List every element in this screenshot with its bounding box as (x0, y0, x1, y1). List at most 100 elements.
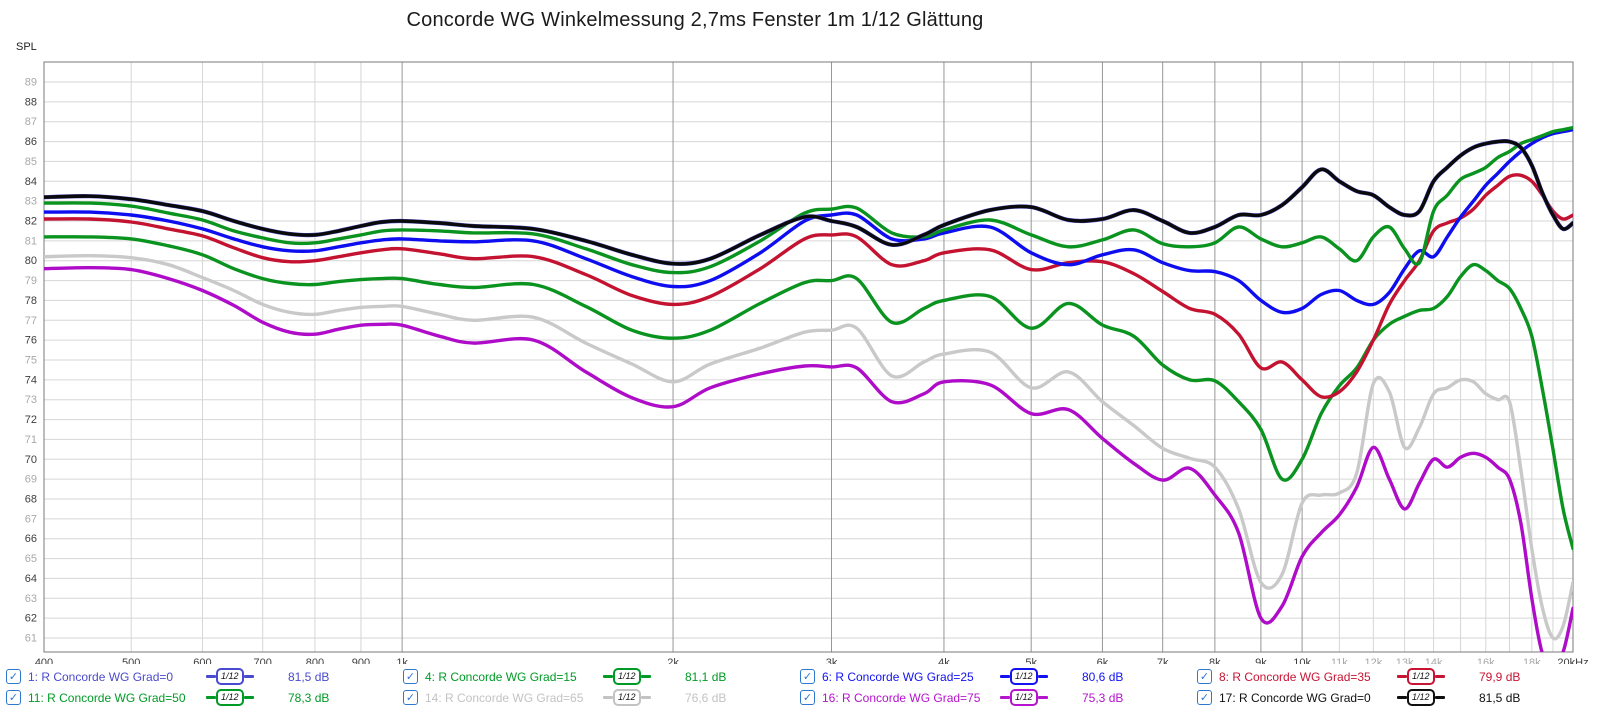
svg-text:87: 87 (25, 116, 37, 128)
svg-text:73: 73 (25, 394, 37, 406)
series-level: 75,3 dB (1082, 690, 1124, 705)
svg-text:10k: 10k (1293, 657, 1311, 664)
svg-text:9k: 9k (1255, 657, 1267, 664)
curve-s1 (44, 138, 1573, 266)
smoothing-value[interactable]: 1/12 (1010, 689, 1038, 706)
series-level: 81,1 dB (685, 669, 727, 684)
svg-text:65: 65 (25, 553, 37, 565)
series-level: 81,5 dB (288, 669, 330, 684)
series-label: 11: R Concorde WG Grad=50 (28, 690, 186, 705)
smoothing-value[interactable]: 1/12 (216, 689, 244, 706)
svg-text:1k: 1k (396, 657, 408, 664)
series-level: 81,5 dB (1479, 690, 1521, 705)
svg-text:89: 89 (25, 77, 37, 89)
series-line-stub (640, 696, 651, 699)
series-checkbox[interactable]: ✓ (1197, 690, 1212, 705)
smoothing-value[interactable]: 1/12 (1407, 668, 1435, 685)
series-label: 17: R Concorde WG Grad=0 (1219, 690, 1371, 705)
svg-text:6k: 6k (1097, 657, 1109, 664)
svg-text:78: 78 (25, 295, 37, 307)
svg-text:76: 76 (25, 335, 37, 347)
series-level: 80,6 dB (1082, 669, 1124, 684)
series-label: 14: R Concorde WG Grad=65 (425, 690, 584, 705)
legend-entry: ✓ 8: R Concorde WG Grad=35 1/12 79,9 dB (1197, 666, 1594, 687)
series-label: 8: R Concorde WG Grad=35 (1219, 669, 1371, 684)
svg-text:800: 800 (306, 657, 324, 664)
svg-text:69: 69 (25, 474, 37, 486)
series-label: 6: R Concorde WG Grad=25 (822, 669, 974, 684)
svg-text:79: 79 (25, 275, 37, 287)
smoothing-badge: 1/12 (1000, 689, 1082, 706)
smoothing-badge: 1/12 (1397, 689, 1479, 706)
smoothing-badge: 1/12 (1397, 668, 1479, 685)
series-checkbox[interactable]: ✓ (403, 690, 418, 705)
curve-s8 (44, 173, 1573, 400)
svg-text:700: 700 (254, 657, 272, 664)
svg-text:80: 80 (25, 255, 37, 267)
svg-text:66: 66 (25, 533, 37, 545)
series-line-stub (243, 675, 254, 678)
series-checkbox[interactable]: ✓ (6, 690, 21, 705)
smoothing-badge: 1/12 (603, 668, 685, 685)
smoothing-value[interactable]: 1/12 (1010, 668, 1038, 685)
svg-text:500: 500 (122, 657, 140, 664)
svg-text:62: 62 (25, 613, 37, 625)
svg-text:13k: 13k (1396, 657, 1414, 664)
series-level: 79,9 dB (1479, 669, 1521, 684)
svg-text:16k: 16k (1477, 657, 1495, 664)
series-line-stub (603, 675, 613, 678)
smoothing-value[interactable]: 1/12 (613, 668, 641, 685)
series-line-stub (1000, 675, 1010, 678)
svg-text:4k: 4k (938, 657, 950, 664)
smoothing-value[interactable]: 1/12 (613, 689, 641, 706)
svg-text:18k: 18k (1523, 657, 1541, 664)
svg-text:83: 83 (25, 196, 37, 208)
svg-text:67: 67 (25, 513, 37, 525)
svg-text:85: 85 (25, 156, 37, 168)
legend-entry: ✓ 4: R Concorde WG Grad=15 1/12 81,1 dB (403, 666, 800, 687)
svg-text:3k: 3k (826, 657, 838, 664)
svg-text:14k: 14k (1425, 657, 1443, 664)
series-label: 16: R Concorde WG Grad=75 (822, 690, 981, 705)
y-axis-title: SPL (16, 41, 37, 53)
smoothing-badge: 1/12 (206, 668, 288, 685)
svg-text:74: 74 (25, 374, 37, 386)
smoothing-badge: 1/12 (603, 689, 685, 706)
svg-text:900: 900 (352, 657, 370, 664)
svg-text:64: 64 (25, 573, 37, 585)
svg-text:81: 81 (25, 235, 37, 247)
svg-text:71: 71 (25, 434, 37, 446)
series-line-stub (603, 696, 613, 699)
series-line-stub (1397, 696, 1407, 699)
curve-s11 (44, 235, 1573, 551)
svg-text:68: 68 (25, 493, 37, 505)
series-line-stub (1000, 696, 1010, 699)
series-line-stub (206, 675, 216, 678)
series-line-stub (1434, 675, 1445, 678)
smoothing-value[interactable]: 1/12 (1407, 689, 1435, 706)
smoothing-value[interactable]: 1/12 (216, 668, 244, 685)
svg-text:600: 600 (193, 657, 211, 664)
series-checkbox[interactable]: ✓ (800, 669, 815, 684)
chart-title: Concorde WG Winkelmessung 2,7ms Fenster … (406, 9, 984, 31)
legend-entry: ✓ 17: R Concorde WG Grad=0 1/12 81,5 dB (1197, 687, 1594, 708)
series-checkbox[interactable]: ✓ (6, 669, 21, 684)
legend-entry: ✓ 11: R Concorde WG Grad=50 1/12 78,3 dB (6, 687, 403, 708)
svg-text:75: 75 (25, 354, 37, 366)
svg-text:8k: 8k (1209, 657, 1221, 664)
svg-text:70: 70 (25, 454, 37, 466)
series-checkbox[interactable]: ✓ (403, 669, 418, 684)
series-checkbox[interactable]: ✓ (1197, 669, 1212, 684)
series-line-stub (1037, 696, 1048, 699)
series-checkbox[interactable]: ✓ (800, 690, 815, 705)
svg-text:400: 400 (35, 657, 53, 664)
legend-entry: ✓ 1: R Concorde WG Grad=0 1/12 81,5 dB (6, 666, 403, 687)
legend-entry: ✓ 16: R Concorde WG Grad=75 1/12 75,3 dB (800, 687, 1197, 708)
curve-s17 (44, 139, 1573, 266)
series-line-stub (206, 696, 216, 699)
legend-entry: ✓ 6: R Concorde WG Grad=25 1/12 80,6 dB (800, 666, 1197, 687)
series-line-stub (640, 675, 651, 678)
smoothing-badge: 1/12 (1000, 668, 1082, 685)
curve-s6 (44, 127, 1573, 315)
